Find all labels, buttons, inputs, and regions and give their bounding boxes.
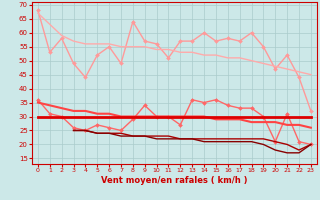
X-axis label: Vent moyen/en rafales ( km/h ): Vent moyen/en rafales ( km/h ) <box>101 176 248 185</box>
